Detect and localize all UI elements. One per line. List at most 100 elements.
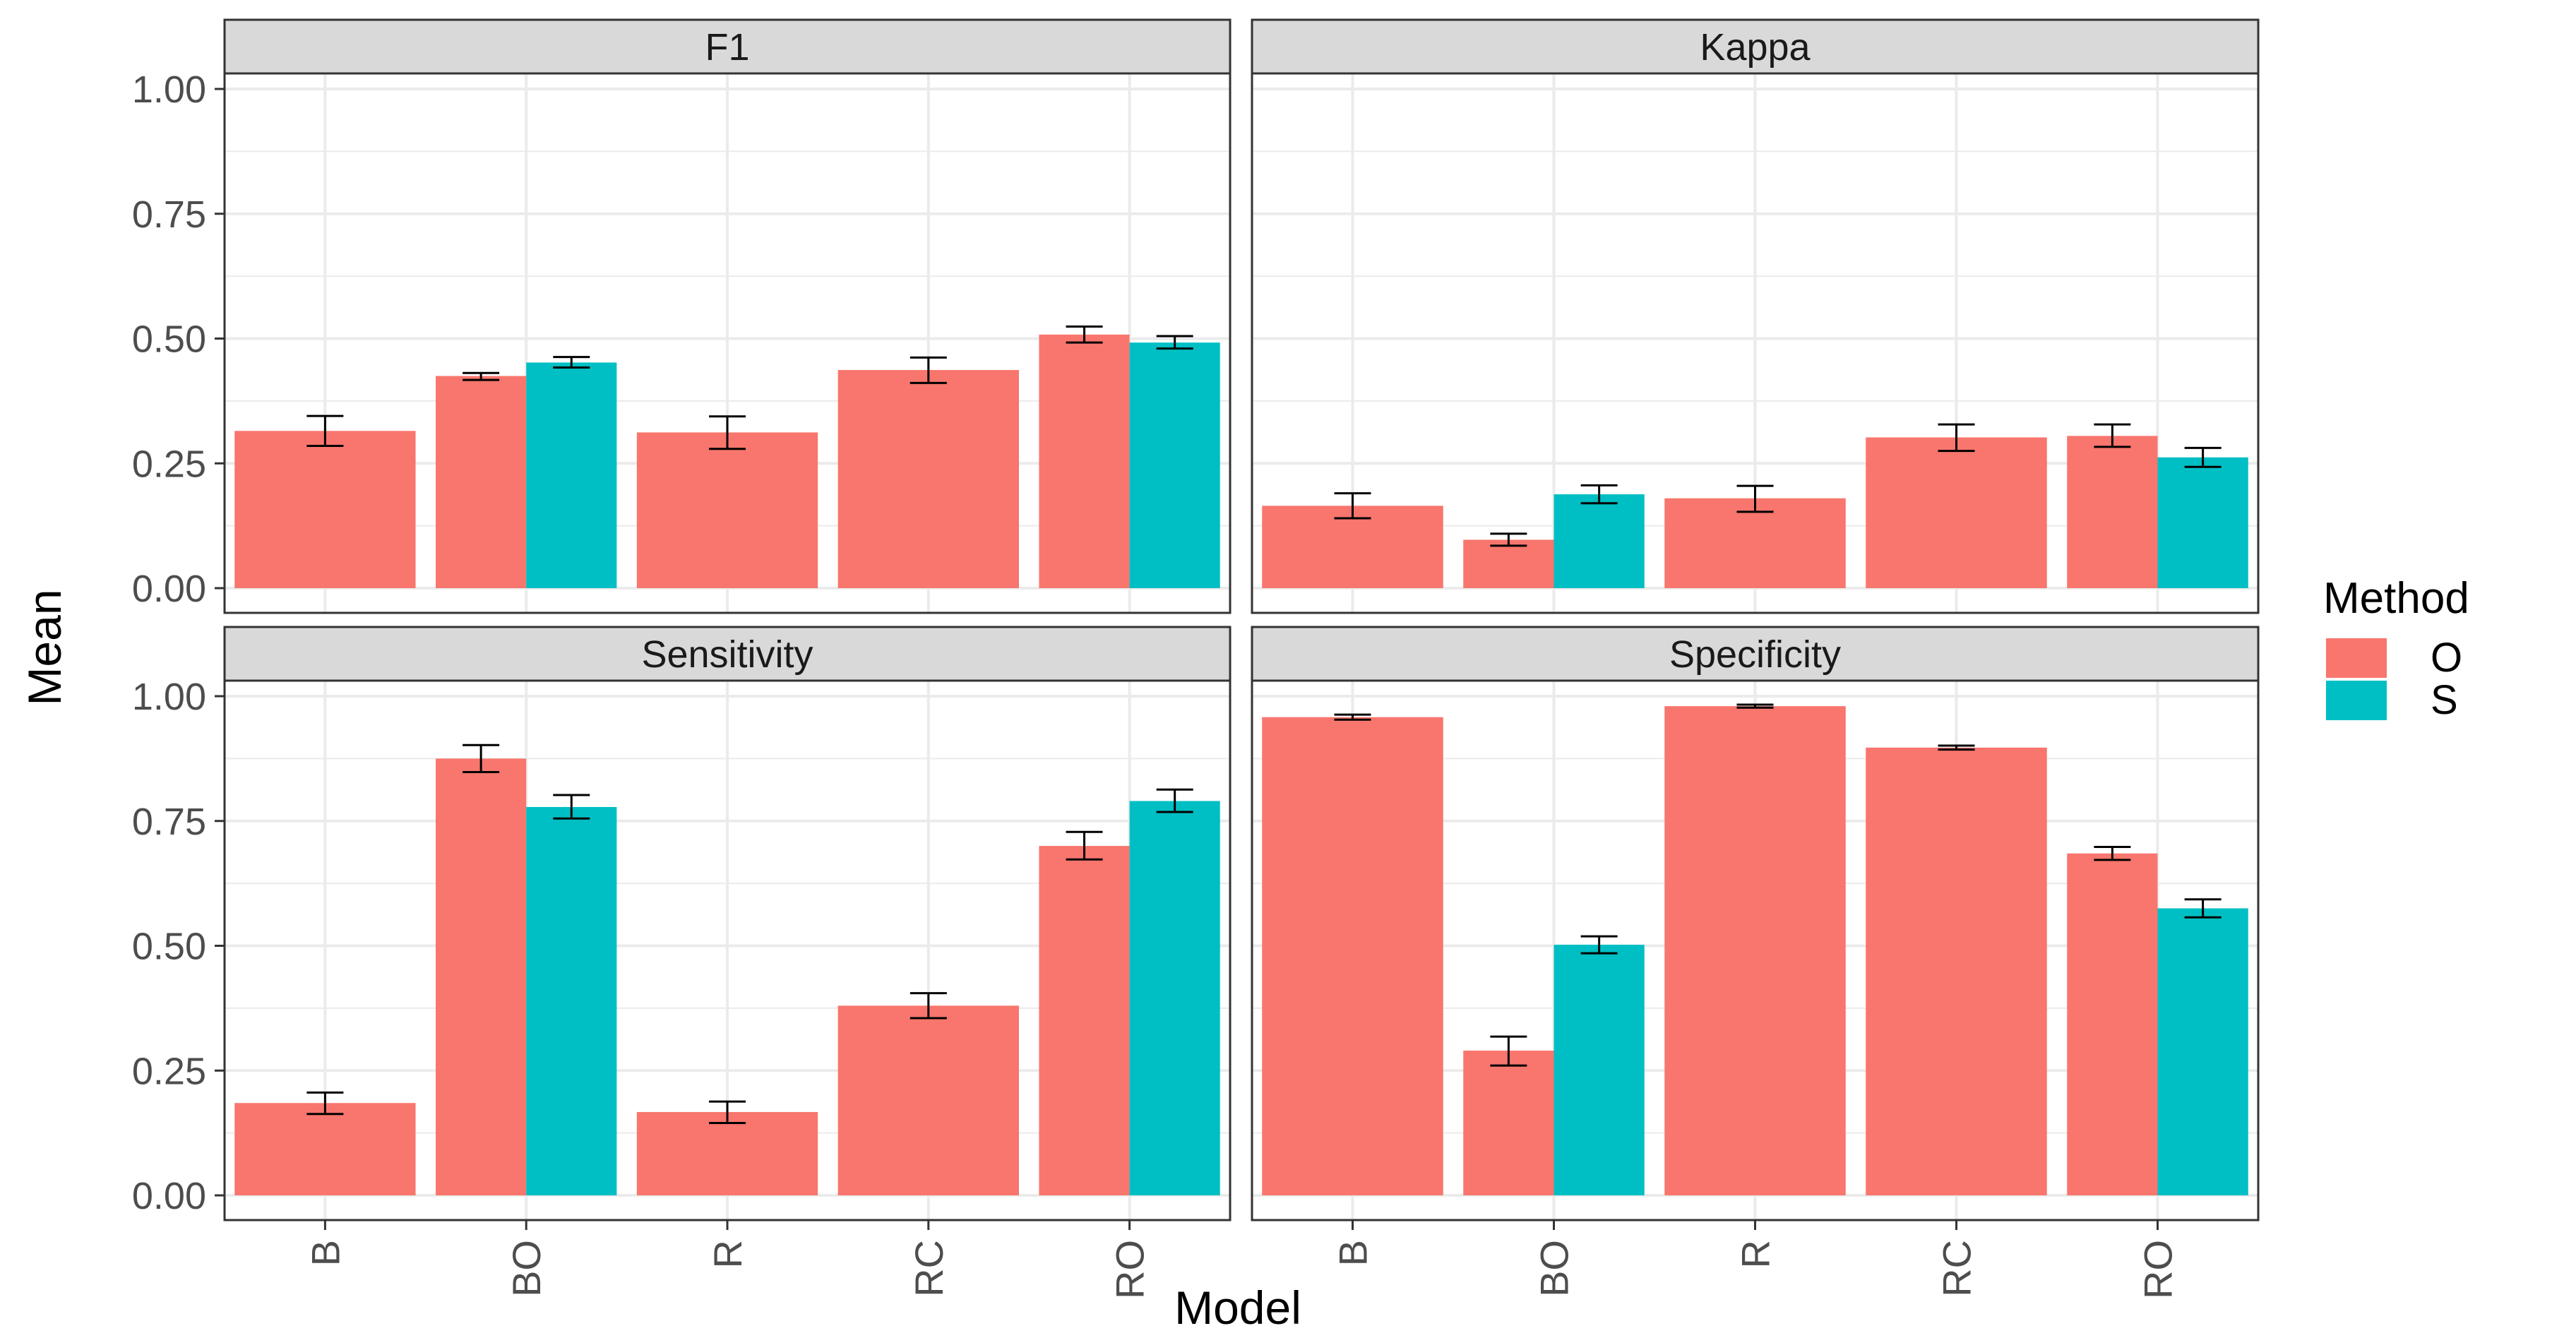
errorbar-specificity-rc-o [1938, 744, 1975, 751]
y-tick-label: 1.00 [132, 68, 206, 111]
bar-f1-r-o [636, 432, 818, 588]
bar-kappa-rc-o [1866, 437, 2047, 588]
x-tick-label-rc: RC [1935, 1240, 1979, 1297]
bar-f1-bo-s [526, 362, 617, 588]
bar-sensitivity-rc-o [837, 1005, 1019, 1195]
panel-sensitivity: Sensitivity 0.00 0.25 0.50 0.75 1.00 B BO R RC RO [132, 626, 1232, 1299]
bar-specificity-b-o [1262, 717, 1443, 1195]
bar-sensitivity-b-o [234, 1103, 416, 1195]
errorbar-specificity-ro-o [2094, 846, 2131, 861]
y-tick-label: 0.75 [132, 193, 206, 236]
errorbar-f1-b-o [306, 414, 344, 448]
legend-key-o [2326, 638, 2387, 678]
x-tick-label-ro: RO [2136, 1240, 2181, 1299]
y-tick-label: 0.50 [132, 318, 206, 361]
errorbar-kappa-ro-s [2184, 446, 2222, 468]
errorbar-f1-rc-o [910, 356, 947, 384]
strip-kappa [1251, 18, 2260, 75]
errorbar-specificity-r-o [1736, 703, 1774, 709]
bar-specificity-bo-o [1463, 1050, 1554, 1195]
x-tick-label-r: R [705, 1240, 750, 1268]
y-tick-label: 0.00 [132, 568, 206, 610]
bar-kappa-b-o [1262, 506, 1443, 588]
bar-kappa-bo-o [1463, 539, 1554, 588]
bar-sensitivity-ro-s [1129, 801, 1220, 1195]
strip-label-specificity: Specificity [1669, 633, 1841, 676]
errorbar-sensitivity-bo-o [463, 743, 500, 773]
x-tick-label-r: R [1734, 1240, 1778, 1268]
y-tick-label: 0.25 [132, 1050, 206, 1092]
errorbar-sensitivity-bo-s [553, 794, 590, 820]
x-tick-label-bo: BO [504, 1240, 549, 1297]
bar-f1-bo-o [436, 376, 527, 588]
errorbar-kappa-bo-o [1490, 532, 1527, 547]
errorbar-kappa-r-o [1736, 484, 1774, 513]
bar-specificity-bo-s [1554, 945, 1645, 1195]
bar-sensitivity-bo-o [436, 758, 527, 1195]
y-tick-label: 0.00 [132, 1175, 206, 1217]
x-tick-label-ro: RO [1108, 1240, 1152, 1299]
bar-specificity-ro-s [2157, 908, 2248, 1195]
strip-label-f1: F1 [705, 26, 749, 68]
errorbar-f1-bo-o [463, 371, 500, 381]
bar-specificity-r-o [1664, 706, 1846, 1195]
x-tick-label-b: B [1331, 1240, 1376, 1266]
errorbar-specificity-b-o [1334, 713, 1371, 721]
bar-f1-ro-s [1129, 342, 1220, 588]
strip-sensitivity [223, 626, 1232, 682]
strip-label-sensitivity: Sensitivity [641, 633, 813, 676]
errorbar-sensitivity-rc-o [910, 992, 947, 1020]
errorbar-kappa-ro-o [2094, 423, 2131, 448]
errorbar-sensitivity-b-o [306, 1091, 344, 1116]
bar-sensitivity-ro-o [1039, 846, 1130, 1195]
facet-panels: F1 0.00 0.25 0.50 0.75 1.00 Kappa Sensitivity 0.… [132, 18, 2260, 1299]
legend-entries: OS [2326, 635, 2462, 723]
x-axis-title: Model [1174, 1282, 1301, 1334]
panel-border [1251, 72, 2260, 614]
panel-kappa: Kappa [1251, 18, 2260, 614]
bar-kappa-ro-s [2157, 457, 2248, 588]
errorbar-sensitivity-r-o [709, 1100, 746, 1124]
legend-title: Method [2323, 574, 2469, 623]
y-tick-label: 0.75 [132, 801, 206, 843]
y-tick-label: 0.50 [132, 926, 206, 968]
bar-f1-b-o [234, 431, 416, 588]
y-axis-title: Mean [18, 589, 71, 705]
errorbar-specificity-bo-s [1580, 935, 1618, 955]
bar-sensitivity-r-o [636, 1111, 818, 1195]
errorbar-specificity-bo-o [1490, 1035, 1527, 1067]
bar-specificity-ro-o [2067, 853, 2158, 1195]
errorbar-f1-ro-s [1156, 335, 1193, 350]
errorbar-f1-ro-o [1066, 325, 1103, 344]
errorbar-kappa-bo-s [1580, 484, 1618, 505]
errorbar-sensitivity-ro-o [1066, 830, 1103, 861]
errorbar-sensitivity-ro-s [1156, 788, 1193, 813]
bar-kappa-ro-o [2067, 436, 2158, 588]
errorbar-kappa-b-o [1334, 492, 1371, 520]
x-tick-label-b: B [303, 1240, 347, 1266]
panel-border [223, 72, 1232, 614]
bar-f1-rc-o [837, 370, 1019, 588]
errorbar-f1-r-o [709, 415, 746, 450]
legend-key-s [2326, 681, 2387, 720]
strip-specificity [1251, 626, 2260, 682]
x-tick-label-bo: BO [1532, 1240, 1577, 1297]
x-tick-label-rc: RC [907, 1240, 951, 1297]
bar-specificity-rc-o [1866, 747, 2047, 1195]
panel-specificity: Specificity B BO R RC RO [1251, 626, 2260, 1299]
legend-label-o: O [2431, 635, 2462, 681]
legend-label-s: S [2431, 677, 2458, 723]
bar-f1-ro-o [1039, 334, 1130, 588]
strip-f1 [223, 18, 1232, 75]
bar-kappa-r-o [1664, 498, 1846, 588]
panel-f1: F1 0.00 0.25 0.50 0.75 1.00 [132, 18, 1232, 614]
strip-label-kappa: Kappa [1700, 26, 1811, 68]
errorbar-kappa-rc-o [1938, 423, 1975, 453]
errorbar-f1-bo-s [553, 356, 590, 369]
y-tick-label: 0.25 [132, 443, 206, 485]
errorbar-specificity-ro-s [2184, 898, 2222, 919]
bar-sensitivity-bo-s [526, 806, 617, 1195]
bar-kappa-bo-s [1554, 494, 1645, 588]
legend: Method OS [2323, 574, 2469, 723]
